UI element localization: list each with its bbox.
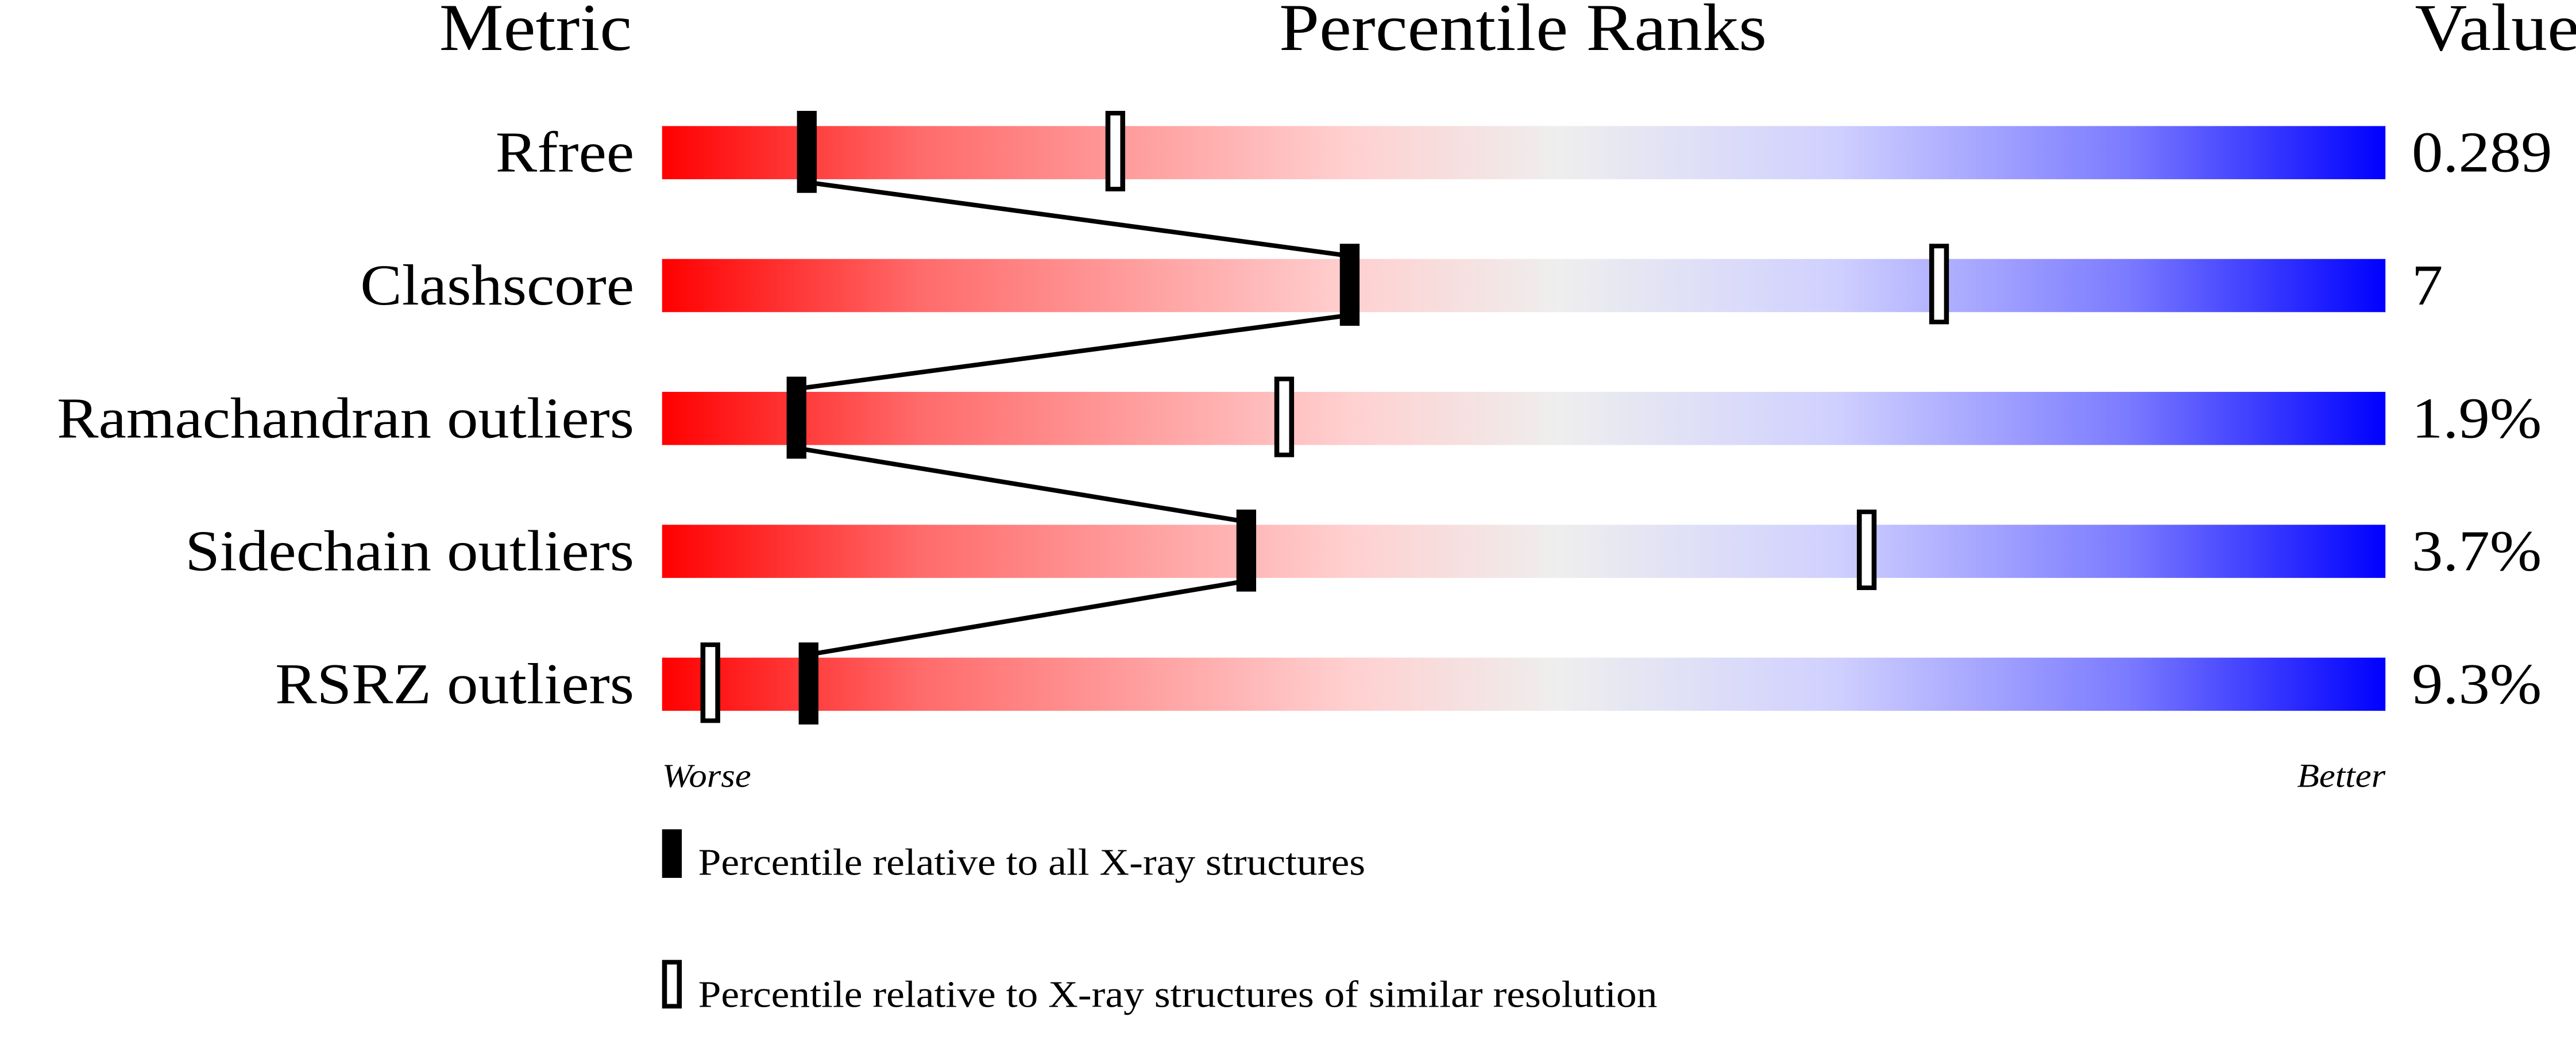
- percentile-bar: [662, 525, 2386, 578]
- metric-value: 9.3%: [2412, 652, 2542, 716]
- marker-similar-resolution: [1856, 509, 1877, 590]
- marker-all-structures: [1236, 509, 1257, 592]
- header-metric: Metric: [439, 0, 632, 65]
- percentile-bar: [662, 392, 2386, 445]
- metric-label: Rfree: [496, 120, 634, 184]
- connector-line: [796, 445, 1247, 524]
- header-percentile-ranks: Percentile Ranks: [1279, 0, 1767, 65]
- worse-label: Worse: [662, 757, 751, 794]
- metric-value: 7: [2412, 253, 2443, 317]
- marker-similar-resolution: [1274, 376, 1295, 457]
- marker-similar-resolution: [1929, 244, 1949, 325]
- marker-all-structures: [797, 110, 817, 193]
- connector-line: [806, 180, 1350, 259]
- metric-value: 0.289: [2412, 120, 2552, 184]
- metric-label: Clashscore: [360, 253, 634, 317]
- marker-all-structures: [798, 642, 818, 725]
- marker-similar-resolution: [700, 642, 720, 723]
- metric-label: RSRZ outliers: [275, 652, 634, 716]
- better-label: Better: [2297, 757, 2385, 794]
- percentile-bar: [662, 657, 2386, 711]
- metric-value: 3.7%: [2412, 519, 2542, 583]
- metric-label: Sidechain outliers: [185, 519, 634, 583]
- percentile-bar: [662, 259, 2386, 313]
- marker-similar-resolution: [1105, 110, 1126, 192]
- legend-similar-label: Percentile relative to X-ray structures …: [698, 973, 1658, 1015]
- percentile-bar: [662, 126, 2386, 179]
- marker-all-structures: [1339, 244, 1360, 326]
- connector-line: [808, 579, 1247, 657]
- legend-open-marker: [662, 960, 682, 1009]
- legend-solid-marker: [662, 829, 682, 878]
- metric-label: Ramachandran outliers: [57, 386, 634, 450]
- connector-line: [796, 313, 1350, 391]
- metric-value: 1.9%: [2412, 386, 2542, 450]
- header-value: Value: [2415, 0, 2576, 65]
- marker-all-structures: [786, 376, 806, 459]
- legend-all-label: Percentile relative to all X-ray structu…: [698, 841, 1365, 883]
